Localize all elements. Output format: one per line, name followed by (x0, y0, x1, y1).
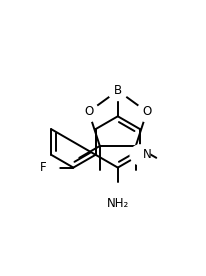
Circle shape (108, 183, 128, 203)
Circle shape (108, 81, 128, 100)
Text: F: F (39, 161, 46, 174)
Text: O: O (84, 105, 93, 118)
Circle shape (79, 102, 99, 122)
Circle shape (39, 158, 59, 177)
Text: O: O (142, 105, 151, 118)
Text: NH₂: NH₂ (107, 197, 129, 210)
Text: N: N (143, 148, 152, 161)
Text: B: B (114, 84, 122, 97)
Circle shape (130, 145, 150, 165)
Circle shape (137, 102, 157, 122)
